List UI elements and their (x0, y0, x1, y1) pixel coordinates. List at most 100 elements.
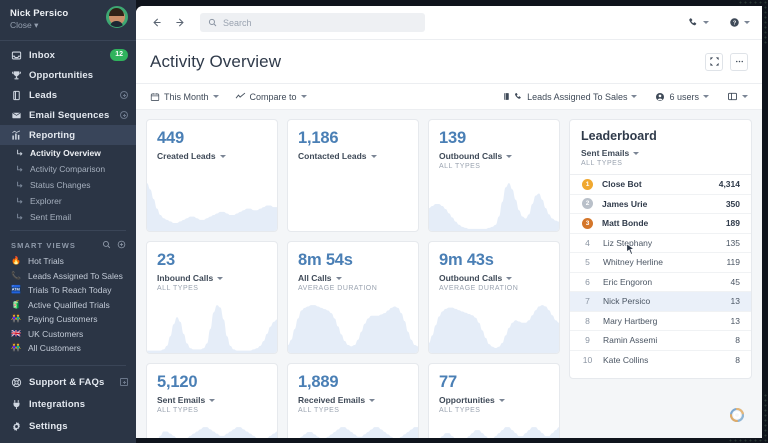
arrow-right-icon[interactable] (172, 15, 188, 31)
search-input[interactable]: Search (200, 13, 425, 32)
smart-view-all-customers[interactable]: 👫 All Customers (0, 341, 136, 356)
metric-label-row[interactable]: Inbound Calls (157, 273, 267, 283)
compare-selector[interactable]: Compare to (235, 91, 307, 102)
avatar[interactable] (106, 6, 128, 28)
people-icon: 👫 (11, 314, 21, 324)
chevron-down-icon (300, 95, 307, 98)
inbox-badge: 12 (110, 49, 128, 61)
leaderboard-row-current-user[interactable]: 7 Nick Persico 13 (570, 292, 751, 312)
date-range-label: This Month (164, 91, 209, 102)
chevron-down-icon (212, 95, 219, 98)
sparkline-inbound-calls (147, 301, 277, 353)
sidebar-item-activity-overview[interactable]: Activity Overview (0, 145, 136, 161)
metric-label-row[interactable]: All Calls (298, 273, 408, 283)
smart-view-selector[interactable]: Leads Assigned To Sales (502, 92, 638, 102)
leaderboard-header: Leaderboard Sent Emails ALL TYPES (570, 120, 751, 175)
leaderboard-metric-selector[interactable]: Sent Emails (581, 148, 740, 158)
subnav-arrow-icon (16, 149, 24, 157)
metric-label-row[interactable]: Contacted Leads (298, 151, 408, 161)
add-lead-icon[interactable] (120, 91, 128, 99)
columns-selector[interactable] (727, 91, 748, 102)
smart-views-search-icon[interactable] (102, 236, 111, 254)
metric-sublabel: AVERAGE DURATION (298, 285, 378, 292)
leads-icon (11, 90, 22, 101)
metric-card-all-calls-duration[interactable]: 8m 54s All Calls AVERAGE DURATION (287, 241, 419, 354)
metric-card-received-emails[interactable]: 1,889 Received Emails ALL TYPES (287, 363, 419, 438)
metric-value: 5,120 (157, 373, 198, 391)
top-bar-actions: ? (688, 17, 750, 28)
leaderboard-row[interactable]: 4 Liz Stephany 135 (570, 234, 751, 253)
leaderboard-value: 13 (730, 315, 740, 326)
chat-widget-button[interactable] (724, 402, 750, 428)
chevron-down-icon (369, 398, 376, 402)
sidebar-item-integrations[interactable]: Integrations (0, 393, 136, 415)
help-circle-icon: ? (730, 18, 739, 27)
sidebar-divider-bottom (10, 365, 126, 366)
users-selector[interactable]: 6 users (655, 92, 709, 102)
metric-label-row[interactable]: Outbound Calls (439, 151, 549, 161)
leaderboard-row[interactable]: 1 Close Bot 4,314 (570, 175, 751, 195)
leaderboard-row[interactable]: 8 Mary Hartberg 13 (570, 312, 751, 331)
leaderboard-sublabel: ALL TYPES (581, 160, 623, 167)
metric-label-row[interactable]: Outbound Calls (439, 273, 549, 283)
sidebar-item-inbox[interactable]: Inbox 12 (0, 45, 136, 65)
leaderboard-row[interactable]: 2 James Urie 350 (570, 195, 751, 214)
metric-label: Inbound Calls (157, 273, 214, 283)
metric-label-row[interactable]: Sent Emails (157, 395, 267, 405)
sidebar-item-explorer[interactable]: Explorer (0, 193, 136, 209)
smart-view-uk-customers[interactable]: 🇬🇧 UK Customers (0, 327, 136, 342)
arrow-left-icon[interactable] (148, 15, 164, 31)
account-switcher[interactable]: Nick Persico Close ▾ (0, 0, 136, 38)
sparkline-outbound-calls-duration (429, 301, 559, 353)
trend-icon (235, 92, 245, 99)
add-sequence-icon[interactable] (120, 111, 128, 119)
smart-view-trials-to-reach-today[interactable]: 🏧 Trials To Reach Today (0, 283, 136, 298)
chevron-down-icon (703, 95, 709, 98)
metric-cards-grid: 449 Created Leads 1,186 Contacted Leads (146, 119, 560, 438)
sidebar-item-activity-comparison[interactable]: Activity Comparison (0, 161, 136, 177)
metric-label-row[interactable]: Received Emails (298, 395, 408, 405)
sidebar-item-email-sequences[interactable]: Email Sequences (0, 105, 136, 125)
smart-views-list: 🔥 Hot Trials 📞 Leads Assigned To Sales 🏧… (0, 254, 136, 356)
leaderboard-row[interactable]: 10 Kate Collins 8 (570, 351, 751, 371)
leaderboard-name: James Urie (602, 198, 648, 209)
metric-card-created-leads[interactable]: 449 Created Leads (146, 119, 278, 232)
leaderboard-rows: 1 Close Bot 4,314 2 James Urie 350 3 Mat… (570, 175, 751, 370)
date-range-selector[interactable]: This Month (150, 92, 219, 102)
smart-views-add-icon[interactable] (117, 236, 126, 254)
trophy-icon (11, 70, 22, 81)
leaderboard-row[interactable]: 6 Eric Engoron 45 (570, 273, 751, 292)
metric-card-opportunities[interactable]: 77 Opportunities ALL TYPES (428, 363, 560, 438)
leaderboard-row[interactable]: 3 Matt Bonde 189 (570, 214, 751, 234)
sidebar-item-sent-email[interactable]: Sent Email (0, 209, 136, 225)
metric-card-sent-emails[interactable]: 5,120 Sent Emails ALL TYPES (146, 363, 278, 438)
metric-card-contacted-leads[interactable]: 1,186 Contacted Leads (287, 119, 419, 232)
ellipsis-icon (735, 60, 743, 63)
leaderboard-row[interactable]: 9 Ramin Assemi 8 (570, 331, 751, 351)
sidebar-item-leads[interactable]: Leads (0, 85, 136, 105)
gear-icon (11, 421, 22, 432)
sidebar-item-settings[interactable]: Settings (0, 415, 136, 437)
metric-card-outbound-calls-duration[interactable]: 9m 43s Outbound Calls AVERAGE DURATION (428, 241, 560, 354)
smart-view-paying-customers[interactable]: 👫 Paying Customers (0, 312, 136, 327)
metric-label-row[interactable]: Created Leads (157, 151, 267, 161)
expand-button[interactable] (705, 52, 723, 71)
help-menu-button[interactable]: ? (729, 17, 750, 28)
more-options-button[interactable] (730, 52, 748, 71)
smart-view-leads-assigned-to-sales[interactable]: 📞 Leads Assigned To Sales (0, 269, 136, 284)
plug-icon (11, 399, 22, 410)
chevron-down-icon (633, 151, 640, 155)
leaderboard-rank: 5 (585, 257, 590, 268)
metric-card-inbound-calls[interactable]: 23 Inbound Calls ALL TYPES (146, 241, 278, 354)
sidebar-item-support[interactable]: Support & FAQs (0, 371, 136, 393)
smart-view-active-qualified-trials[interactable]: 🧃 Active Qualified Trials (0, 298, 136, 313)
smart-view-hot-trials[interactable]: 🔥 Hot Trials (0, 254, 136, 269)
leaderboard-row[interactable]: 5 Whitney Herline 119 (570, 253, 751, 273)
phone-menu-button[interactable] (688, 17, 709, 28)
chevron-down-icon (742, 95, 748, 98)
sidebar-item-reporting[interactable]: Reporting (0, 125, 136, 145)
sidebar-item-status-changes[interactable]: Status Changes (0, 177, 136, 193)
metric-card-outbound-calls[interactable]: 139 Outbound Calls ALL TYPES (428, 119, 560, 232)
sidebar-item-opportunities[interactable]: Opportunities (0, 65, 136, 85)
metric-label-row[interactable]: Opportunities (439, 395, 549, 405)
